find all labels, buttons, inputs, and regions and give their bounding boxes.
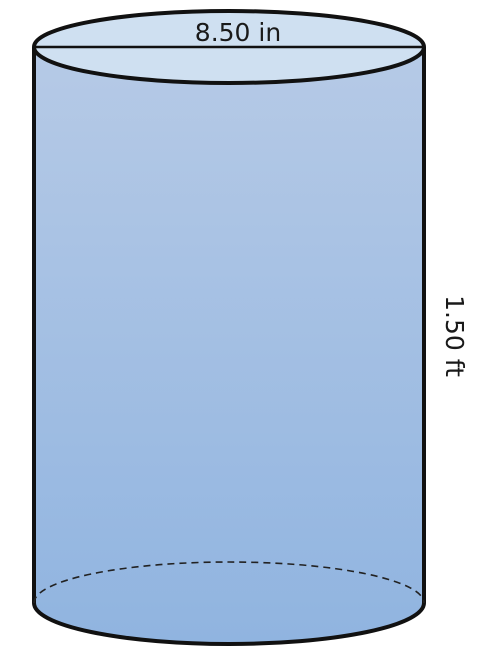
cylinder-bottom-front-arc bbox=[32, 602, 426, 646]
height-label: 1.50 ft bbox=[440, 295, 469, 377]
cylinder-bottom-hidden-arc bbox=[33, 561, 425, 604]
diameter-label: 8.50 in bbox=[195, 18, 281, 47]
cylinder-body bbox=[34, 47, 424, 644]
